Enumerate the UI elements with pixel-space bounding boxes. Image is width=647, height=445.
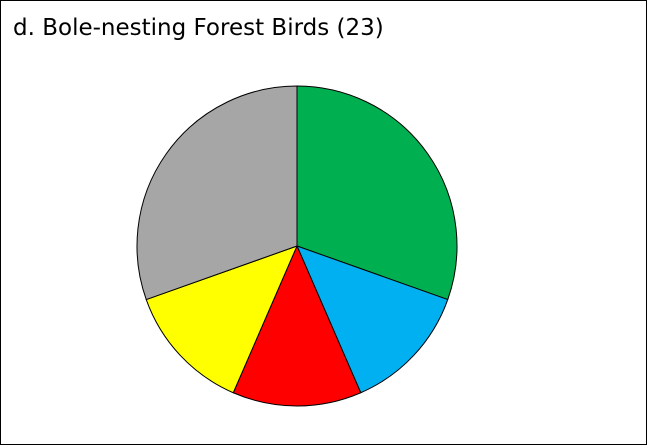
pie-slice-4 bbox=[145, 245, 298, 394]
pie-slice-3 bbox=[232, 245, 362, 407]
pie-slice-2 bbox=[296, 245, 449, 394]
pie-slice-5 bbox=[136, 85, 298, 301]
pie-slice-1 bbox=[296, 85, 458, 301]
chart-title: d. Bole-nesting Forest Birds (23) bbox=[13, 15, 384, 41]
